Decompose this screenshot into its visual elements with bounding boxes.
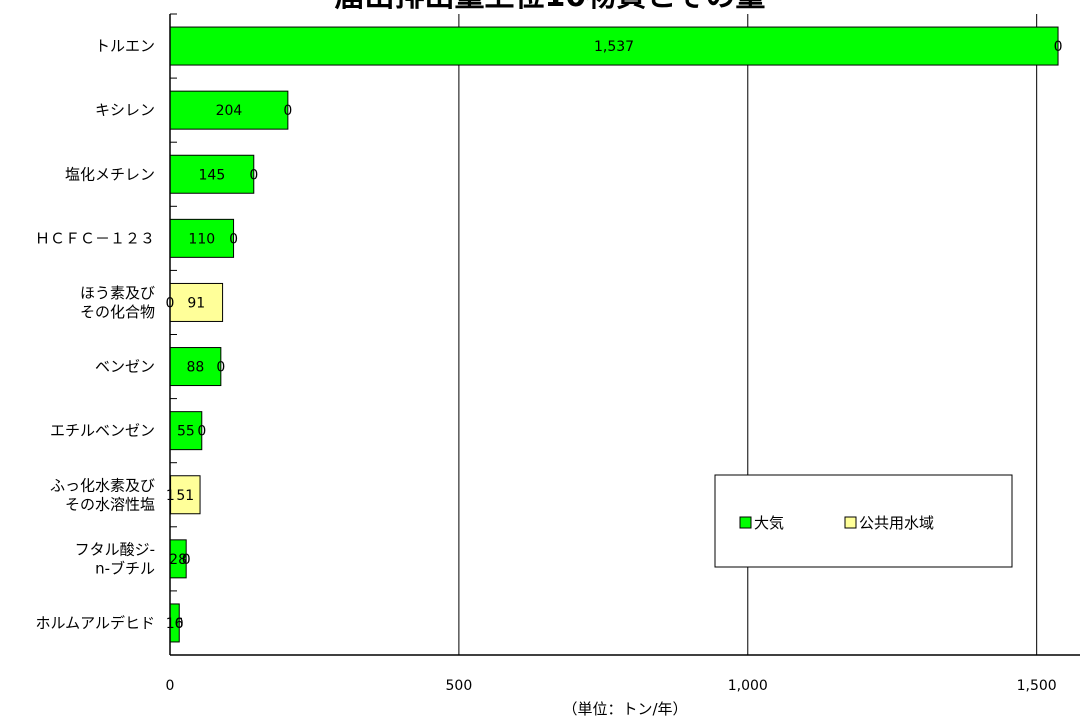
data-label: 145 (199, 167, 226, 183)
data-label: 0 (229, 231, 238, 247)
category-label: トルエン (95, 37, 155, 55)
data-label: 0 (175, 616, 184, 632)
legend-swatch (739, 516, 752, 529)
bar-segment (169, 26, 1059, 66)
category-label: ＨＣＦＣ－１２３ (35, 229, 155, 247)
data-label: 51 (176, 488, 194, 504)
data-label: 0 (1054, 39, 1063, 55)
data-label: 110 (188, 231, 215, 247)
data-label: 0 (249, 167, 258, 183)
x-tick-label: 0 (166, 678, 175, 694)
bar-segment (169, 411, 203, 451)
category-label: ホルムアルデヒド (35, 614, 155, 632)
legend-label: 公共用水域 (859, 514, 934, 532)
category-label: キシレン (95, 101, 155, 119)
category-label: エチルベンゼン (50, 422, 155, 440)
data-label: 28 (169, 552, 187, 568)
tick-labels: 0 500 1,000 1,500 (166, 678, 1057, 694)
x-axis-label: （単位：トン/年） (562, 700, 687, 718)
data-label: 55 (177, 424, 195, 440)
data-label: 0 (283, 103, 292, 119)
x-tick-label: 1,000 (728, 678, 768, 694)
legend-label: 大気 (754, 514, 784, 532)
category-label: フタル酸ジ- (75, 540, 155, 558)
data-label: 204 (216, 103, 243, 119)
category-label: ふっ化水素及び (50, 476, 155, 494)
category-label: ベンゼン (95, 358, 155, 376)
category-label: ほう素及び (80, 284, 155, 302)
axes (169, 13, 1080, 656)
bar-segment (169, 282, 224, 322)
data-label: 0 (216, 360, 225, 376)
data-label: 88 (187, 360, 205, 376)
bar-segment (169, 154, 255, 194)
data-label: 0 (182, 552, 191, 568)
legend-box (714, 474, 1013, 568)
x-tick-label: 500 (446, 678, 473, 694)
chart-title: 届出排出量上位10物質とその量 (335, 0, 766, 14)
legend-swatch (844, 516, 857, 529)
data-label: 1,537 (594, 39, 634, 55)
data-label: 0 (197, 424, 206, 440)
category-label: その水溶性塩 (65, 495, 155, 513)
category-label: 塩化メチレン (65, 165, 155, 183)
data-label: 91 (187, 295, 205, 311)
category-label: その化合物 (80, 303, 155, 321)
legend: 大気 公共用水域 (714, 474, 1013, 568)
category-label: n-ブチル (95, 559, 155, 577)
bars: 1,5370204014501100091880550151280160 (166, 26, 1063, 643)
bar-segment (169, 218, 235, 258)
x-tick-label: 1,500 (1017, 678, 1057, 694)
